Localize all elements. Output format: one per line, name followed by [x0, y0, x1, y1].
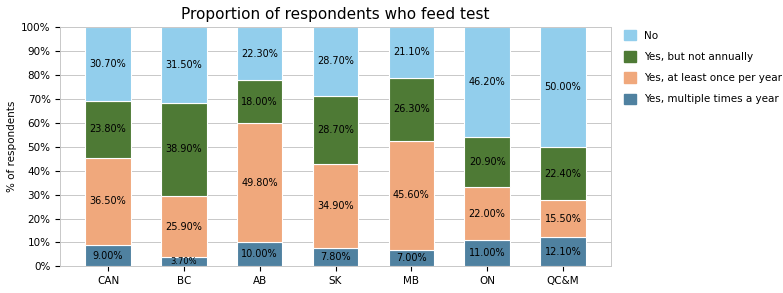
Text: 46.20%: 46.20%	[469, 77, 506, 87]
Text: 30.70%: 30.70%	[90, 59, 127, 69]
Bar	[161, 195, 207, 258]
Text: 38.90%: 38.90%	[165, 144, 202, 154]
Bar	[388, 250, 434, 266]
Bar	[161, 258, 207, 266]
Bar	[540, 200, 586, 237]
Text: 15.50%: 15.50%	[544, 214, 582, 224]
Bar	[85, 27, 131, 101]
Bar	[237, 123, 283, 242]
Text: 34.90%: 34.90%	[317, 201, 354, 211]
Bar	[464, 27, 510, 137]
Text: 50.00%: 50.00%	[545, 82, 581, 92]
Bar	[85, 245, 131, 266]
Bar	[85, 158, 131, 245]
Text: 10.00%: 10.00%	[241, 249, 278, 259]
Text: 9.00%: 9.00%	[93, 251, 124, 260]
Bar	[312, 164, 359, 248]
Bar	[312, 27, 359, 96]
Bar	[237, 242, 283, 266]
Text: 22.30%: 22.30%	[241, 49, 278, 59]
Bar	[540, 147, 586, 200]
Text: 3.70%: 3.70%	[171, 258, 197, 266]
Bar	[161, 27, 207, 103]
Text: 25.90%: 25.90%	[165, 222, 202, 231]
Text: 28.70%: 28.70%	[317, 125, 354, 135]
Text: 45.60%: 45.60%	[393, 190, 430, 200]
Title: Proportion of respondents who feed test: Proportion of respondents who feed test	[182, 7, 490, 22]
Bar	[85, 101, 131, 158]
Text: 22.40%: 22.40%	[544, 168, 582, 178]
Text: 20.90%: 20.90%	[469, 157, 506, 168]
Text: 23.80%: 23.80%	[90, 124, 127, 134]
Text: 31.50%: 31.50%	[165, 60, 202, 70]
Text: 36.50%: 36.50%	[90, 196, 127, 206]
Y-axis label: % of respondents: % of respondents	[7, 101, 17, 193]
Bar	[388, 27, 434, 78]
Bar	[237, 27, 283, 80]
Bar	[540, 27, 586, 147]
Text: 28.70%: 28.70%	[317, 56, 354, 66]
Bar	[161, 103, 207, 195]
Text: 26.30%: 26.30%	[393, 104, 430, 114]
Legend: No, Yes, but not annually, Yes, at least once per year, Yes, multiple times a ye: No, Yes, but not annually, Yes, at least…	[622, 28, 783, 107]
Text: 49.80%: 49.80%	[241, 178, 278, 188]
Bar	[540, 237, 586, 266]
Bar	[464, 188, 510, 240]
Bar	[388, 141, 434, 250]
Bar	[237, 80, 283, 123]
Text: 11.00%: 11.00%	[469, 248, 506, 258]
Text: 12.10%: 12.10%	[545, 247, 581, 257]
Text: 21.10%: 21.10%	[393, 47, 430, 57]
Text: 7.00%: 7.00%	[396, 253, 427, 263]
Text: 18.00%: 18.00%	[241, 97, 278, 107]
Bar	[464, 137, 510, 188]
Bar	[388, 78, 434, 141]
Bar	[312, 96, 359, 164]
Bar	[464, 240, 510, 266]
Text: 7.80%: 7.80%	[320, 252, 351, 262]
Bar	[312, 248, 359, 266]
Text: 22.00%: 22.00%	[469, 209, 506, 219]
